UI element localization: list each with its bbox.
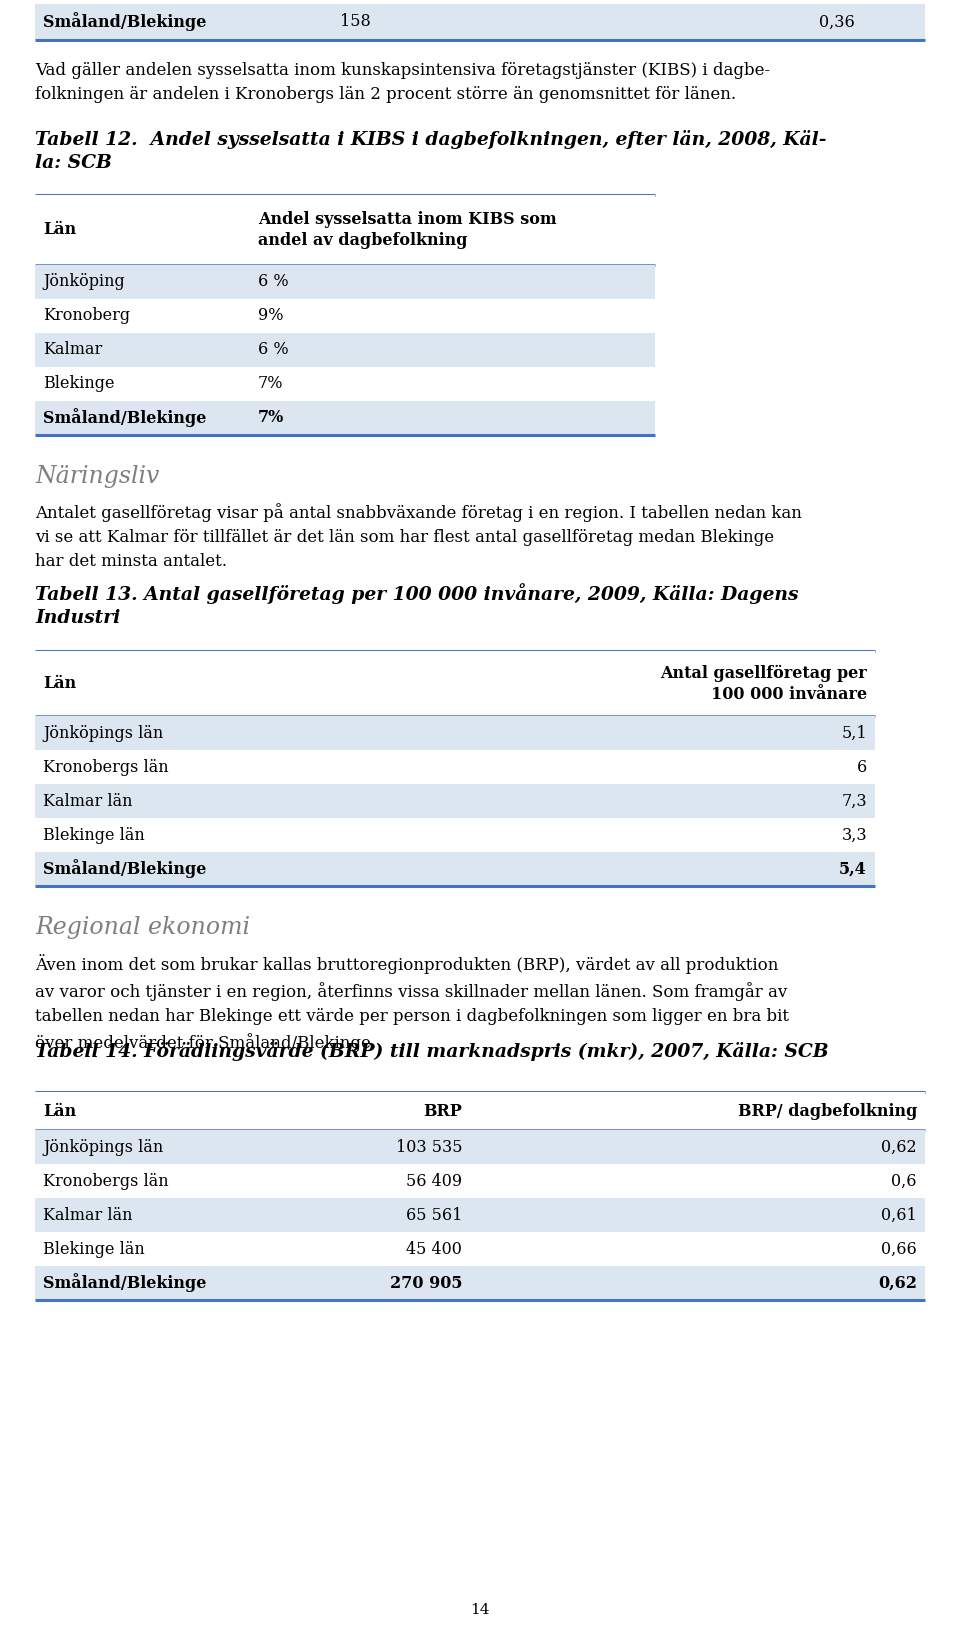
Bar [35,195,655,265]
Text: Småland/Blekinge: Småland/Blekinge [43,408,206,428]
Text: 5,1: 5,1 [841,725,867,741]
Bar [35,852,875,886]
Text: 158: 158 [340,13,371,31]
Bar [35,650,875,715]
Bar [35,1164,925,1198]
Text: 56 409: 56 409 [406,1172,462,1190]
Bar [35,265,655,299]
Bar [35,1093,925,1130]
Text: Kronobergs län: Kronobergs län [43,1172,169,1190]
Text: 6 %: 6 % [258,273,289,291]
Text: Jönköpings län: Jönköpings län [43,1138,163,1156]
Text: Regional ekonomi: Regional ekonomi [35,915,250,938]
Bar [35,3,925,41]
Text: BRP: BRP [423,1102,462,1119]
Text: Småland/Blekinge: Småland/Blekinge [43,13,206,31]
Text: Blekinge län: Blekinge län [43,1241,145,1257]
Bar [35,367,655,402]
Text: Kalmar: Kalmar [43,341,103,358]
Text: Antal gasellföretag per
100 000 invånare: Antal gasellföretag per 100 000 invånare [660,665,867,702]
Text: Kronobergs län: Kronobergs län [43,758,169,776]
Text: 6: 6 [856,758,867,776]
Text: Län: Län [43,1102,76,1119]
Text: Län: Län [43,221,76,239]
Text: 0,6: 0,6 [892,1172,917,1190]
Text: Blekinge län: Blekinge län [43,826,145,844]
Text: Vad gäller andelen sysselsatta inom kunskapsintensiva företagstjänster (KIBS) i : Vad gäller andelen sysselsatta inom kuns… [35,62,770,102]
Text: 7%: 7% [258,410,284,426]
Text: 7,3: 7,3 [841,792,867,810]
Bar [35,1198,925,1233]
Text: 6 %: 6 % [258,341,289,358]
Text: Småland/Blekinge: Småland/Blekinge [43,860,206,878]
Text: 14: 14 [470,1603,490,1616]
Bar [35,1267,925,1301]
Text: BRP/ dagbefolkning: BRP/ dagbefolkning [737,1102,917,1119]
Text: 5,4: 5,4 [839,860,867,878]
Bar [35,299,655,333]
Text: 0,66: 0,66 [881,1241,917,1257]
Text: Län: Län [43,675,76,693]
Text: 65 561: 65 561 [406,1206,462,1223]
Text: Blekinge: Blekinge [43,376,114,392]
Bar [35,818,875,852]
Text: 45 400: 45 400 [406,1241,462,1257]
Bar [35,402,655,436]
Bar [35,333,655,367]
Text: Tabell 13. Antal gasellföretag per 100 000 invånare, 2009, Källa: Dagens
Industr: Tabell 13. Antal gasellföretag per 100 0… [35,584,799,626]
Text: Andel sysselsatta inom KIBS som
andel av dagbefolkning: Andel sysselsatta inom KIBS som andel av… [258,211,557,249]
Text: 270 905: 270 905 [390,1275,462,1291]
Text: 7%: 7% [258,376,283,392]
Text: Näringsliv: Näringsliv [35,465,159,488]
Text: 0,61: 0,61 [881,1206,917,1223]
Text: 3,3: 3,3 [841,826,867,844]
Text: Kalmar län: Kalmar län [43,1206,132,1223]
Bar [35,1130,925,1164]
Text: 0,62: 0,62 [881,1138,917,1156]
Text: 9%: 9% [258,307,283,325]
Text: Tabell 12.  Andel sysselsatta i KIBS i dagbefolkningen, efter län, 2008, Käl-
la: Tabell 12. Andel sysselsatta i KIBS i da… [35,130,827,172]
Text: Kronoberg: Kronoberg [43,307,131,325]
Text: Jönköpings län: Jönköpings län [43,725,163,741]
Bar [35,750,875,784]
Bar [35,715,875,750]
Text: Tabell 14. Förädlingsvärde (BRP) till marknadspris (mkr), 2007, Källa: SCB: Tabell 14. Förädlingsvärde (BRP) till ma… [35,1042,828,1062]
Text: Antalet gasellföretag visar på antal snabbväxande företag i en region. I tabelle: Antalet gasellföretag visar på antal sna… [35,502,802,571]
Text: 0,36: 0,36 [819,13,855,31]
Bar [35,784,875,818]
Bar [35,1233,925,1267]
Text: Småland/Blekinge: Småland/Blekinge [43,1273,206,1293]
Text: Även inom det som brukar kallas bruttoregionprodukten (BRP), värdet av all produ: Även inom det som brukar kallas bruttore… [35,954,789,1052]
Text: Jönköping: Jönköping [43,273,125,291]
Text: 103 535: 103 535 [396,1138,462,1156]
Text: Kalmar län: Kalmar län [43,792,132,810]
Text: 0,62: 0,62 [878,1275,917,1291]
